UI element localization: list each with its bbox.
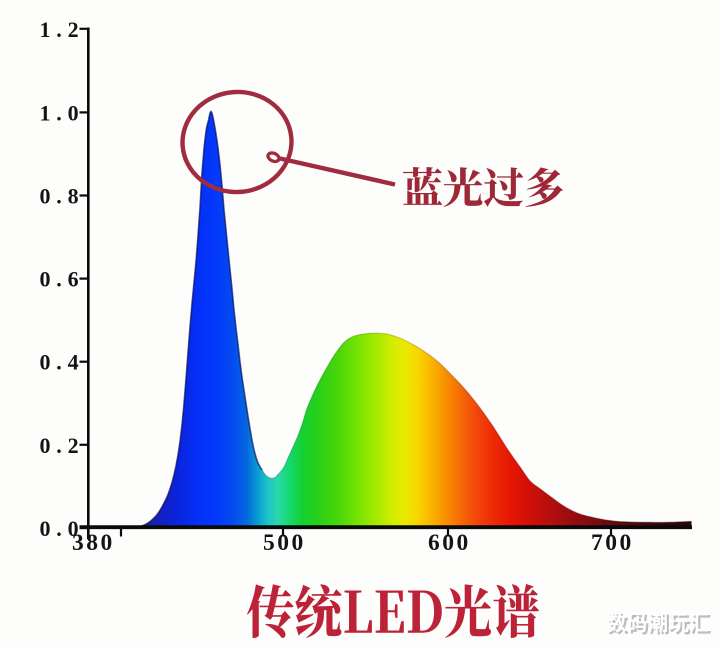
svg-text:380: 380 xyxy=(72,530,115,556)
svg-text:0.6: 0.6 xyxy=(40,267,85,292)
svg-text:0.8: 0.8 xyxy=(40,184,85,209)
svg-text:600: 600 xyxy=(428,530,471,556)
svg-text:0.4: 0.4 xyxy=(40,350,85,375)
svg-text:0.2: 0.2 xyxy=(40,433,85,458)
svg-text:500: 500 xyxy=(263,530,306,556)
svg-text:700: 700 xyxy=(591,530,634,556)
svg-text:1.2: 1.2 xyxy=(40,17,85,42)
svg-text:1.0: 1.0 xyxy=(40,100,85,125)
svg-text:0.0: 0.0 xyxy=(40,516,85,541)
